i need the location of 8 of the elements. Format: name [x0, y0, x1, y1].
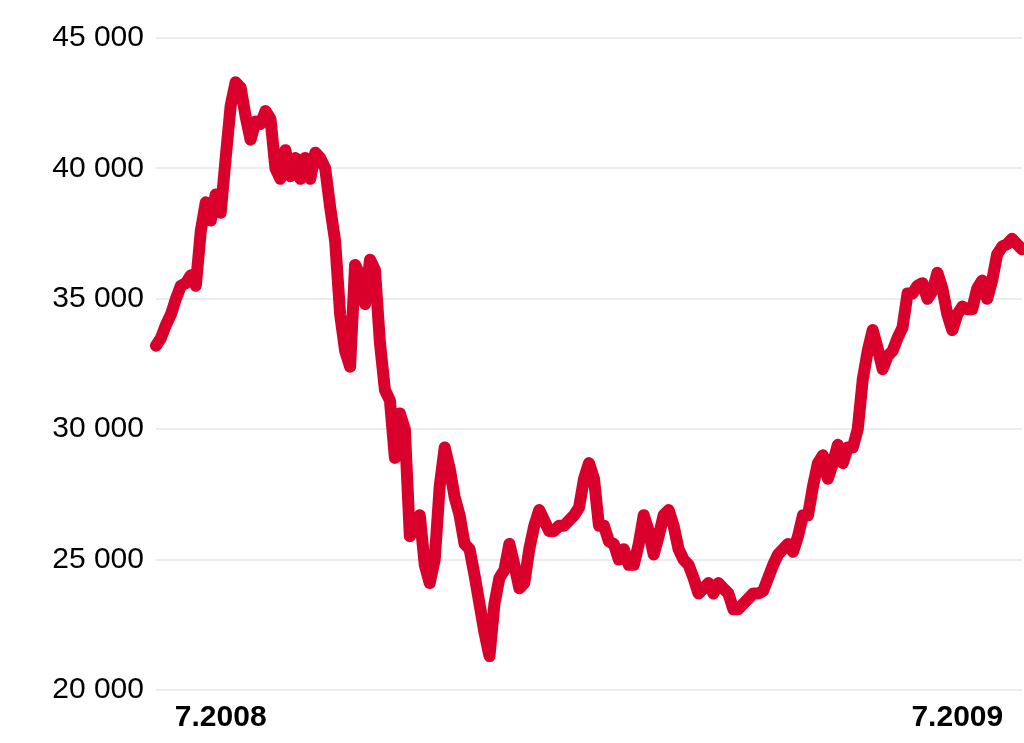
x-tick-label: 7.2008	[174, 699, 267, 733]
x-tick-label: 7.2009	[911, 699, 1004, 733]
y-tick-label: 30 000	[52, 410, 144, 444]
y-tick-label: 25 000	[52, 540, 144, 574]
y-tick-label: 20 000	[52, 671, 144, 705]
y-tick-label: 40 000	[52, 149, 144, 183]
y-tick-label: 35 000	[52, 280, 144, 314]
y-tick-label: 45 000	[52, 19, 144, 53]
